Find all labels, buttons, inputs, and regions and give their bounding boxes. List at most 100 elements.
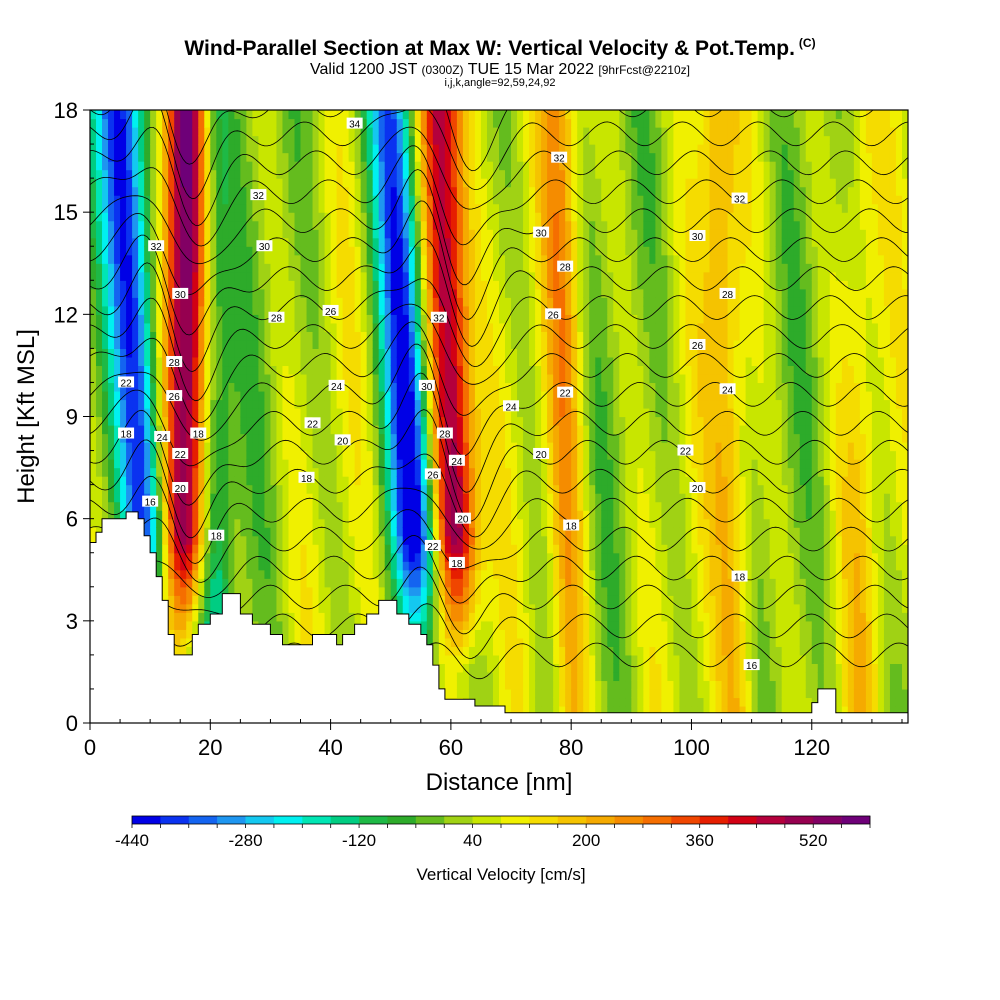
heat-cell <box>456 390 464 401</box>
heat-cell <box>444 246 452 256</box>
heat-cell <box>408 288 416 298</box>
heat-cell <box>505 518 512 528</box>
heat-cell <box>499 484 506 494</box>
heat-cell <box>462 220 470 230</box>
heat-cell <box>150 161 157 171</box>
heat-cell <box>180 552 187 562</box>
heat-cell <box>180 246 187 256</box>
heat-cell <box>420 152 428 162</box>
heat-cell <box>228 586 235 596</box>
heat-cell <box>390 561 398 571</box>
heat-cell <box>474 254 482 264</box>
heat-cell <box>438 322 446 332</box>
heat-cell <box>162 510 169 520</box>
heat-cell <box>168 459 175 469</box>
heat-cell <box>384 305 392 315</box>
heat-cell <box>174 646 181 656</box>
heat-cell <box>330 552 338 562</box>
heat-cell <box>396 314 404 324</box>
heat-cell <box>444 637 452 647</box>
heat-cell <box>222 442 229 452</box>
heat-cell <box>222 569 229 579</box>
heat-cell <box>126 127 133 137</box>
heat-cell <box>438 671 446 682</box>
heat-cell <box>354 237 362 247</box>
heat-cell <box>162 476 169 486</box>
heat-cell <box>390 297 398 307</box>
heat-cell <box>168 322 175 332</box>
heat-cell <box>246 339 253 349</box>
heat-cell <box>432 161 440 171</box>
heat-cell <box>210 246 217 256</box>
heat-cell <box>384 484 392 494</box>
heat-cell <box>246 135 253 145</box>
heat-cell <box>294 442 302 452</box>
heat-cell <box>258 110 266 120</box>
heat-cell <box>318 220 326 230</box>
heat-cell <box>414 356 422 367</box>
heat-cell <box>366 450 374 460</box>
heat-cell <box>300 459 308 469</box>
heat-cell <box>180 212 187 222</box>
heat-cell <box>462 467 470 477</box>
heat-cell <box>270 212 278 222</box>
heat-cell <box>294 493 302 503</box>
heat-cell <box>378 254 386 264</box>
heat-cell <box>462 654 470 665</box>
heat-cell <box>228 407 235 418</box>
heat-cell <box>492 254 500 264</box>
heat-cell <box>348 620 356 630</box>
heat-cell <box>402 569 410 579</box>
heat-cell <box>156 407 163 418</box>
heat-cell <box>90 459 97 469</box>
heat-cell <box>204 229 211 239</box>
heat-cell <box>126 493 133 503</box>
heat-cell <box>396 305 404 315</box>
heat-cell <box>96 305 103 315</box>
heat-cell <box>156 110 163 120</box>
heat-cell <box>222 118 229 128</box>
heat-cell <box>216 476 223 486</box>
heat-cell <box>354 510 362 520</box>
heat-cell <box>300 237 308 247</box>
heat-cell <box>294 535 302 545</box>
heat-cell <box>108 399 115 409</box>
heat-cell <box>192 254 199 264</box>
heat-cell <box>246 407 253 418</box>
heat-cell <box>414 450 422 460</box>
heat-cell <box>456 161 464 171</box>
heat-cell <box>258 144 266 154</box>
heat-cell <box>132 365 139 375</box>
heat-cell <box>312 135 320 145</box>
heat-cell <box>486 382 494 392</box>
heat-cell <box>414 271 422 281</box>
heat-cell <box>486 246 494 256</box>
heat-cell <box>444 671 452 682</box>
heat-cell <box>444 365 452 375</box>
heat-cell <box>342 459 350 469</box>
heat-cell <box>174 161 181 171</box>
heat-cell <box>108 161 115 171</box>
heat-cell <box>474 356 482 367</box>
heat-cell <box>126 186 133 196</box>
heat-cell <box>462 442 470 452</box>
heat-cell <box>360 407 368 418</box>
heat-cell <box>444 144 452 154</box>
heat-cell <box>486 629 494 639</box>
heat-cell <box>138 271 145 281</box>
heat-cell <box>162 161 169 171</box>
heat-cell <box>252 493 260 503</box>
heat-cell <box>354 348 362 358</box>
heat-cell <box>210 373 217 384</box>
heat-cell <box>318 527 326 537</box>
heat-cell <box>162 331 169 341</box>
heat-cell <box>162 399 169 409</box>
heat-cell <box>282 407 290 418</box>
heat-cell <box>390 467 398 477</box>
heat-cell <box>444 195 452 205</box>
heat-cell <box>300 586 308 596</box>
heat-cell <box>210 484 217 494</box>
heat-cell <box>492 263 500 273</box>
heat-cell <box>186 493 193 503</box>
heat-cell <box>150 459 157 469</box>
